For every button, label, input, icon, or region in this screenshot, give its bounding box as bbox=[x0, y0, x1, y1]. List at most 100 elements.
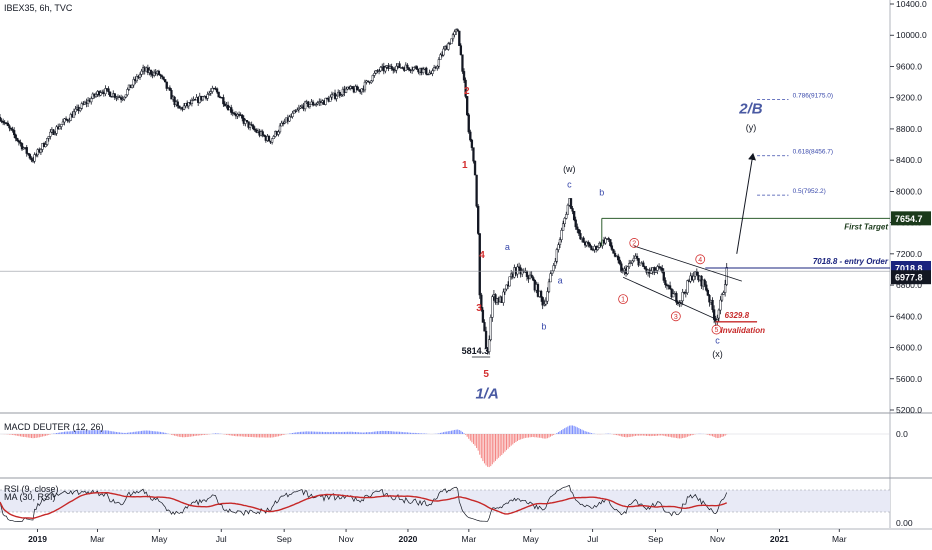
candle-body bbox=[406, 64, 409, 68]
candle-body bbox=[11, 128, 14, 131]
x-tick-label: Sep bbox=[648, 534, 663, 544]
candle-body bbox=[722, 292, 725, 295]
candle-body bbox=[558, 239, 562, 245]
candle-body bbox=[0, 116, 2, 121]
candle-body bbox=[168, 87, 172, 91]
candle-body bbox=[459, 45, 463, 56]
candle-body bbox=[552, 265, 555, 271]
candle-body bbox=[610, 245, 614, 250]
candle-body bbox=[182, 105, 186, 110]
candle-body bbox=[149, 69, 153, 75]
candle-body bbox=[639, 262, 642, 266]
candle-body bbox=[162, 76, 165, 80]
candle-body bbox=[566, 204, 569, 215]
candle-body bbox=[329, 96, 332, 102]
candle-body bbox=[138, 74, 142, 78]
first-target-label: First Target bbox=[844, 222, 888, 231]
candle-body bbox=[532, 277, 535, 281]
x-tick-label: Sep bbox=[277, 534, 292, 544]
candle-body bbox=[525, 270, 529, 277]
time-axis[interactable]: 2019 Mar May Jul Sep Nov 2020 Mar May Jul Sep Nov 20… bbox=[28, 529, 847, 544]
fib-label: 0.5(7952.2) bbox=[793, 188, 826, 195]
candle-body bbox=[577, 229, 581, 234]
candle-body bbox=[252, 125, 255, 130]
candle-body bbox=[473, 160, 477, 176]
candle-body bbox=[491, 296, 494, 318]
candle-body bbox=[110, 96, 113, 98]
candle-body bbox=[47, 136, 50, 139]
candle-body bbox=[664, 280, 667, 286]
candle-body bbox=[25, 147, 28, 154]
candle-body bbox=[74, 108, 77, 113]
candle-body bbox=[159, 74, 162, 76]
candle-body bbox=[431, 70, 434, 74]
candle-body bbox=[543, 303, 546, 306]
candle-body bbox=[223, 103, 227, 106]
candle-body bbox=[626, 266, 629, 274]
candle-body bbox=[613, 253, 617, 257]
candle-body bbox=[315, 103, 318, 106]
candle-body bbox=[330, 94, 334, 98]
candle-body bbox=[703, 279, 706, 286]
candle-body bbox=[656, 266, 659, 271]
circled-wave-label: 5 bbox=[715, 327, 719, 334]
candle-body bbox=[39, 149, 43, 153]
channel-upper bbox=[634, 245, 742, 282]
macd-zero-tick: 0.0 bbox=[896, 429, 908, 439]
candle-body bbox=[79, 108, 82, 111]
candle-body bbox=[250, 124, 253, 126]
candle-body bbox=[316, 102, 319, 105]
candle-body bbox=[217, 91, 220, 98]
candle-body bbox=[68, 120, 71, 122]
candle-body bbox=[370, 80, 373, 83]
candle-body bbox=[421, 68, 425, 74]
low-label: 5814.3 bbox=[462, 346, 490, 356]
y-tick-label: 10000.0 bbox=[896, 30, 927, 40]
candle-body bbox=[244, 120, 247, 124]
candle-body bbox=[9, 127, 13, 130]
candle-body bbox=[549, 273, 552, 283]
candle-body bbox=[415, 66, 418, 70]
candle-body bbox=[121, 98, 124, 101]
candle-body bbox=[115, 97, 118, 99]
candle-body bbox=[294, 110, 297, 112]
candle-body bbox=[410, 69, 414, 71]
candle-body bbox=[517, 266, 521, 269]
candle-body bbox=[612, 249, 615, 254]
candle-body bbox=[99, 92, 102, 96]
y-tick-label: 6400.0 bbox=[896, 311, 922, 321]
candle-body bbox=[248, 124, 252, 128]
circled-wave-ring bbox=[629, 238, 640, 248]
y-tick-label: 5600.0 bbox=[896, 374, 922, 384]
candle-body bbox=[467, 114, 470, 133]
candle-body bbox=[338, 91, 341, 96]
y-tick-label: 8000.0 bbox=[896, 186, 922, 196]
candle-body bbox=[453, 31, 456, 36]
rsi-ma-title: MA (30, RSI) bbox=[4, 492, 56, 502]
candle-body bbox=[489, 317, 492, 340]
candle-body bbox=[297, 107, 301, 111]
candle-body bbox=[17, 140, 21, 143]
candle-body bbox=[27, 153, 30, 155]
candle-body bbox=[190, 100, 194, 105]
candle-body bbox=[653, 267, 656, 273]
candle-body bbox=[118, 96, 121, 98]
candle-body bbox=[574, 219, 577, 228]
candle-body bbox=[222, 97, 225, 105]
candle-body bbox=[681, 292, 684, 302]
candle-body bbox=[165, 81, 168, 89]
candle-body bbox=[176, 101, 179, 107]
x-tick-label: Mar bbox=[90, 534, 105, 544]
annotations: 7018.8 - entry Order First Target 6329.8 In… bbox=[0, 86, 890, 402]
candle-body bbox=[233, 113, 236, 115]
x-tick-label: May bbox=[151, 534, 168, 544]
candle-body bbox=[547, 281, 551, 292]
circled-wave-ring bbox=[670, 311, 681, 322]
candle-body bbox=[187, 102, 190, 107]
candle-body bbox=[20, 143, 24, 150]
candle-body bbox=[6, 122, 10, 127]
price-axis[interactable]: 10400.0 10000.0 9600.0 9200.0 8800.0 8400.0 80… bbox=[890, 0, 931, 415]
candle-body bbox=[505, 284, 508, 290]
candle-body bbox=[160, 75, 164, 78]
